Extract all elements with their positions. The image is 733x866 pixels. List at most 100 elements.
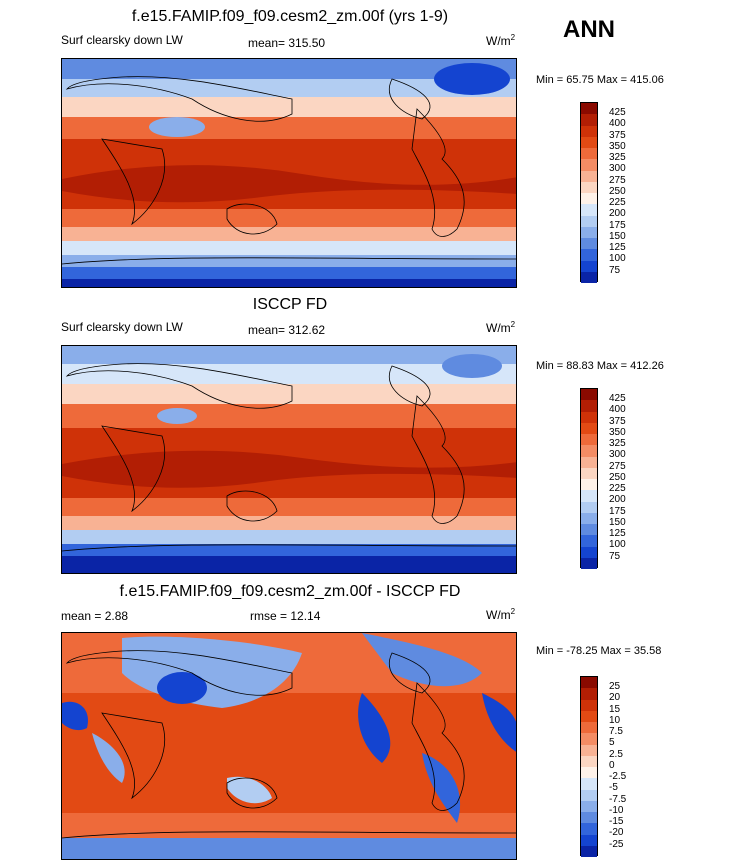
- colorbar-tick-label: 15: [609, 704, 621, 715]
- panel-1-mean-label: mean= 315.50: [248, 36, 326, 50]
- panel-2-minmax: Min = 88.83 Max = 412.26: [536, 360, 664, 372]
- colorbar-swatch: [581, 778, 597, 790]
- colorbar-swatch: [581, 215, 597, 227]
- colorbar-tick-label: 125: [609, 528, 626, 539]
- colorbar-tick-label: 250: [609, 472, 626, 483]
- colorbar-swatch: [581, 699, 597, 711]
- panel-3-mean-label: mean = 2.88: [61, 609, 129, 623]
- colorbar-swatch: [581, 512, 597, 524]
- colorbar-swatch: [581, 546, 597, 558]
- colorbar-tick-label: 300: [609, 163, 626, 174]
- colorbar-tick-label: -5: [609, 782, 618, 793]
- panel-2-variable-label: Surf clearsky down LW: [61, 320, 183, 334]
- colorbar-tick-label: 325: [609, 152, 626, 163]
- colorbar-swatch: [581, 800, 597, 812]
- panel-1-minmax: Min = 65.75 Max = 415.06: [536, 74, 664, 86]
- colorbar-tick-label: 100: [609, 539, 626, 550]
- colorbar-tick-label: 7.5: [609, 726, 623, 737]
- season-label: ANN: [563, 16, 615, 43]
- colorbar-swatch: [581, 456, 597, 468]
- colorbar-tick-label: 20: [609, 692, 621, 703]
- panel-2-mean-label: mean= 312.62: [248, 323, 326, 337]
- panel-3-minmax: Min = -78.25 Max = 35.58: [536, 645, 662, 657]
- colorbar-swatch: [581, 445, 597, 457]
- panel-1-title: f.e15.FAMIP.f09_f09.cesm2_zm.00f (yrs 1-…: [131, 8, 449, 25]
- colorbar-tick-label: -15: [609, 816, 624, 827]
- colorbar-tick-label: 100: [609, 253, 626, 264]
- colorbar-swatch: [581, 490, 597, 502]
- colorbar-swatch: [581, 535, 597, 547]
- colorbar-tick-label: 350: [609, 141, 626, 152]
- colorbar-tick-label: 275: [609, 175, 626, 186]
- colorbar-tick-label: 325: [609, 438, 626, 449]
- colorbar-tick-label: 2.5: [609, 749, 623, 760]
- colorbar-swatch: [581, 125, 597, 137]
- colorbar-swatch: [581, 400, 597, 412]
- colorbar-tick-label: 0: [609, 760, 615, 771]
- colorbar-swatch: [581, 834, 597, 846]
- colorbar-tick-label: -10: [609, 805, 624, 816]
- colorbar-tick-label: 400: [609, 404, 626, 415]
- panel-1-map: [61, 58, 517, 288]
- colorbar-swatch: [581, 557, 597, 569]
- colorbar-swatch: [581, 501, 597, 513]
- colorbar-tick-label: 75: [609, 265, 621, 276]
- colorbar-tick-label: 175: [609, 506, 626, 517]
- colorbar-swatch: [581, 812, 597, 824]
- colorbar-swatch: [581, 823, 597, 835]
- colorbar-swatch: [581, 389, 597, 401]
- colorbar-tick-label: 375: [609, 416, 626, 427]
- panel-1-units: W/m2: [486, 33, 516, 48]
- colorbar-swatch: [581, 767, 597, 779]
- colorbar-tick-label: 10: [609, 715, 621, 726]
- colorbar-tick-label: 225: [609, 483, 626, 494]
- colorbar-swatch: [581, 722, 597, 734]
- colorbar-tick-label: 250: [609, 186, 626, 197]
- colorbar-swatch: [581, 688, 597, 700]
- colorbar-tick-label: 400: [609, 118, 626, 129]
- colorbar-swatch: [581, 524, 597, 536]
- panel-1-variable-label: Surf clearsky down LW: [61, 33, 183, 47]
- colorbar-tick-label: 200: [609, 494, 626, 505]
- colorbar-tick-label: -25: [609, 839, 624, 850]
- colorbar-swatch: [581, 238, 597, 250]
- colorbar-tick-label: 25: [609, 681, 621, 692]
- colorbar-tick-label: 375: [609, 130, 626, 141]
- colorbar-tick-label: 75: [609, 551, 621, 562]
- colorbar-tick-label: 175: [609, 220, 626, 231]
- colorbar-tick-label: 5: [609, 737, 615, 748]
- colorbar-swatch: [581, 271, 597, 283]
- panel-3-map: [61, 632, 517, 860]
- colorbar-swatch: [581, 249, 597, 261]
- colorbar-swatch: [581, 744, 597, 756]
- panel-3-colorbar: [580, 676, 598, 857]
- panel-2-units: W/m2: [486, 320, 516, 335]
- colorbar-swatch: [581, 789, 597, 801]
- colorbar-swatch: [581, 193, 597, 205]
- colorbar-swatch: [581, 845, 597, 857]
- colorbar-tick-label: -2.5: [609, 771, 627, 782]
- colorbar-swatch: [581, 181, 597, 193]
- colorbar-tick-label: 225: [609, 197, 626, 208]
- colorbar-swatch: [581, 170, 597, 182]
- colorbar-tick-label: -7.5: [609, 794, 627, 805]
- colorbar-tick-label: 200: [609, 208, 626, 219]
- colorbar-tick-label: 425: [609, 107, 626, 118]
- colorbar-tick-label: 350: [609, 427, 626, 438]
- colorbar-swatch: [581, 204, 597, 216]
- colorbar-swatch: [581, 467, 597, 479]
- colorbar-tick-label: 275: [609, 461, 626, 472]
- panel-3-title: f.e15.FAMIP.f09_f09.cesm2_zm.00f - ISCCP…: [119, 583, 461, 600]
- panel-2-colorbar: [580, 388, 598, 569]
- panel-2-map: [61, 345, 517, 574]
- colorbar-swatch: [581, 677, 597, 689]
- colorbar-swatch: [581, 226, 597, 238]
- colorbar-swatch: [581, 479, 597, 491]
- colorbar-swatch: [581, 103, 597, 115]
- colorbar-swatch: [581, 434, 597, 446]
- colorbar-tick-label: 150: [609, 231, 626, 242]
- colorbar-tick-label: -20: [609, 827, 624, 838]
- colorbar-swatch: [581, 114, 597, 126]
- colorbar-tick-label: 150: [609, 517, 626, 528]
- panel-2-title: ISCCP FD: [252, 296, 328, 313]
